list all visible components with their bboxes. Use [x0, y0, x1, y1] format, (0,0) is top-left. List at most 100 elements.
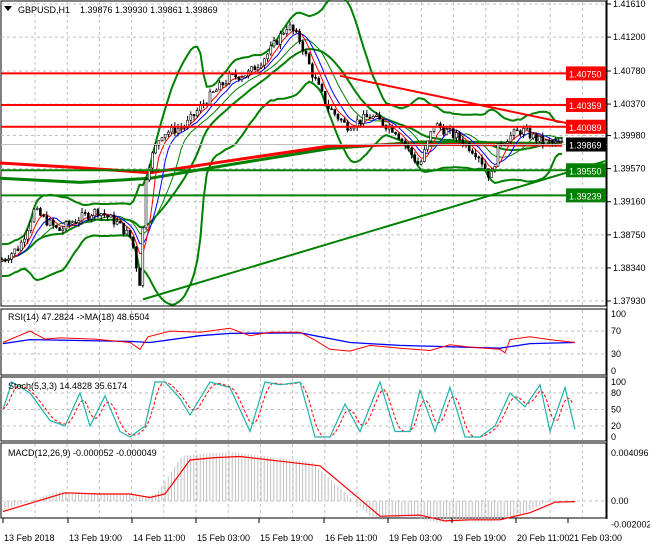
candle-body: [461, 139, 465, 145]
candle-body: [215, 89, 218, 92]
price-tick-label: 1.38340: [613, 263, 646, 273]
macd-tick-label: 0.00: [611, 496, 629, 506]
candle-body: [330, 108, 333, 111]
candle-body: [525, 128, 529, 130]
candle-body: [192, 114, 196, 117]
candle-body: [71, 222, 74, 225]
candle-body: [83, 212, 87, 214]
candle-body: [503, 142, 506, 145]
rsi-label: RSI(14) 47.2824 ->MA(18) 48.6504: [8, 312, 149, 322]
candle-body: [448, 128, 452, 130]
candle-body: [269, 45, 273, 55]
stoch-tick-label: 100: [611, 377, 626, 387]
candle-body: [333, 109, 337, 115]
moving-average-13: [2, 39, 563, 261]
candle-body: [259, 64, 263, 68]
level-price-label: 1.40750: [569, 69, 602, 79]
candle-body: [506, 141, 509, 144]
candle-body: [80, 212, 84, 221]
candle-body: [64, 221, 68, 230]
candle-body: [381, 119, 385, 126]
level-price-tag: [566, 119, 606, 134]
triangle-down-icon[interactable]: [4, 6, 12, 11]
candle-body: [522, 128, 525, 135]
time-tick-label: 21 Feb 03:00: [569, 533, 622, 543]
candle-body: [7, 258, 10, 261]
candle-body: [397, 133, 401, 140]
time-tick-label: 15 Feb 03:00: [197, 533, 250, 543]
candle-body: [19, 241, 23, 251]
candle-body: [253, 66, 257, 71]
stoch-tick-label: 20: [611, 421, 621, 431]
candle-body: [122, 222, 125, 235]
candle-body: [144, 179, 148, 229]
level-price-label: 1.39239: [569, 191, 602, 201]
candle-body: [272, 40, 276, 47]
candle-body: [51, 219, 55, 226]
candle-body: [237, 76, 241, 80]
time-tick-label: 15 Feb 19:00: [260, 533, 313, 543]
candle-body: [160, 137, 164, 142]
candle-body: [551, 140, 554, 144]
time-tick-label: 13 Feb 2018: [4, 533, 55, 543]
candle-body: [467, 142, 471, 152]
level-price-tag: [566, 66, 606, 81]
current-price-label: 1.39869: [569, 141, 602, 151]
candle-body: [125, 229, 129, 235]
candle-body: [413, 154, 417, 162]
candle-body: [496, 143, 500, 167]
level-price-tag: [566, 97, 606, 112]
candle-body: [493, 166, 497, 172]
rsi-tick-label: 30: [611, 349, 621, 359]
macd-signal-line: [2, 455, 576, 522]
candle-body: [103, 213, 106, 216]
candle-body: [429, 131, 433, 142]
level-price-label: 1.40359: [569, 101, 602, 111]
candle-body: [131, 236, 135, 248]
candle-body: [349, 128, 353, 131]
candle-body: [538, 136, 541, 142]
candle-body: [509, 135, 513, 142]
rsi-ma-line: [2, 332, 576, 349]
current-price-tag: [566, 137, 606, 152]
time-tick-label: 19 Feb 19:00: [453, 533, 506, 543]
candle-body: [541, 136, 545, 145]
candle-body: [368, 116, 372, 119]
price-chart[interactable]: [0, 0, 608, 306]
candle-body: [410, 147, 413, 156]
trendline-red: [339, 74, 608, 133]
candle-body: [295, 30, 298, 33]
candle-body: [23, 238, 26, 243]
candle-body: [119, 220, 122, 224]
candle-body: [371, 115, 375, 119]
candle-body: [138, 267, 141, 286]
candle-body: [442, 127, 445, 135]
candle-body: [13, 248, 17, 254]
candle-body: [42, 215, 45, 217]
candle-body: [480, 157, 484, 165]
candle-body: [266, 53, 269, 60]
time-tick-label: 16 Feb 11:00: [325, 533, 377, 543]
candle-body: [557, 141, 561, 143]
price-tick-label: 1.41200: [613, 32, 646, 42]
candle-body: [535, 133, 538, 142]
candle-body: [154, 144, 157, 154]
candle-body: [93, 209, 97, 217]
candle-body: [195, 110, 199, 117]
price-tick-label: 1.37930: [613, 296, 646, 306]
candle-body: [483, 163, 487, 169]
bollinger-lower-band: [2, 80, 563, 306]
candle-body: [115, 220, 119, 225]
macd-tick-label: -0.002002: [611, 519, 650, 529]
candle-body: [423, 149, 426, 162]
candle-body: [67, 221, 71, 225]
price-tick-label: 1.39570: [613, 164, 646, 174]
time-tick-label: 20 Feb 11:00: [517, 533, 569, 543]
candle-body: [29, 221, 33, 231]
candle-body: [512, 129, 516, 136]
bollinger-upper-band: [2, 0, 563, 246]
candle-body: [400, 138, 404, 142]
candle-body: [16, 248, 20, 251]
